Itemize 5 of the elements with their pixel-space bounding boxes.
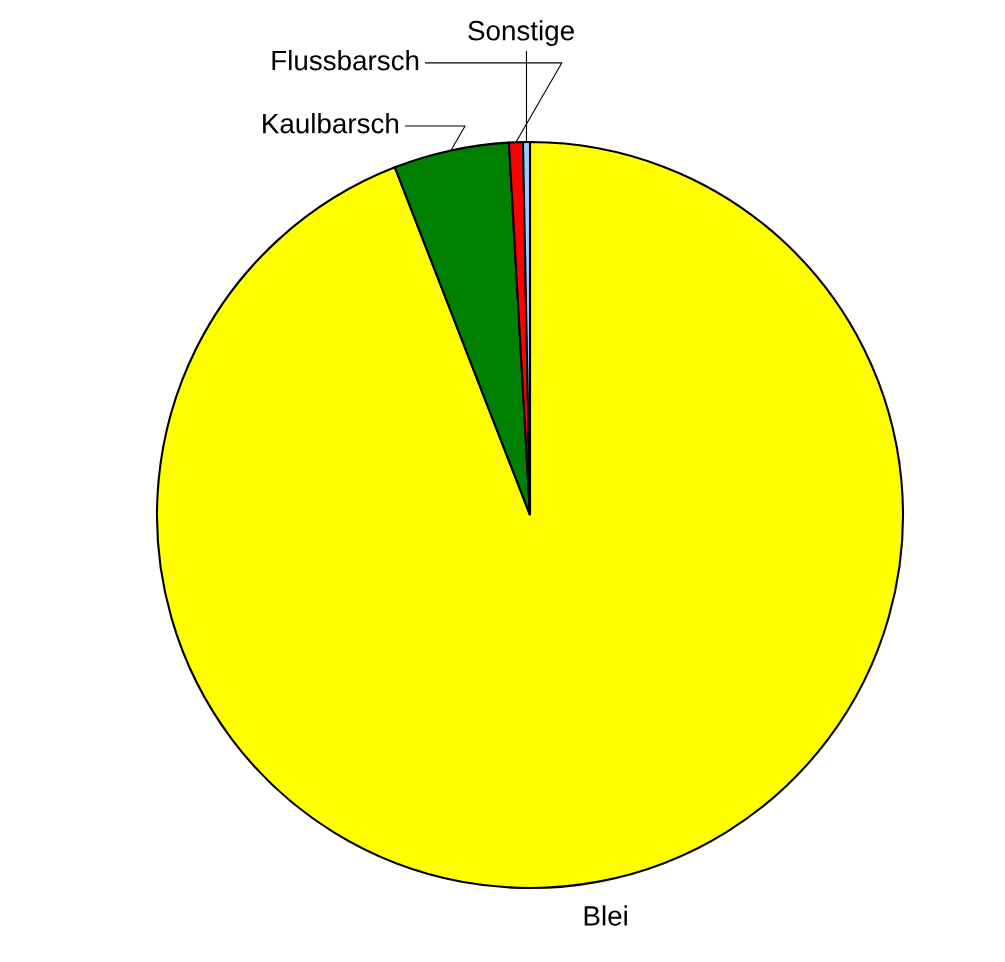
slice-label: Blei — [584, 905, 627, 926]
pie-slice — [155, 140, 905, 890]
slice-label: Kaulbarsch — [263, 113, 399, 134]
slice-label: Sonstige — [468, 20, 574, 47]
slice-label: Flussbarsch — [272, 49, 419, 71]
